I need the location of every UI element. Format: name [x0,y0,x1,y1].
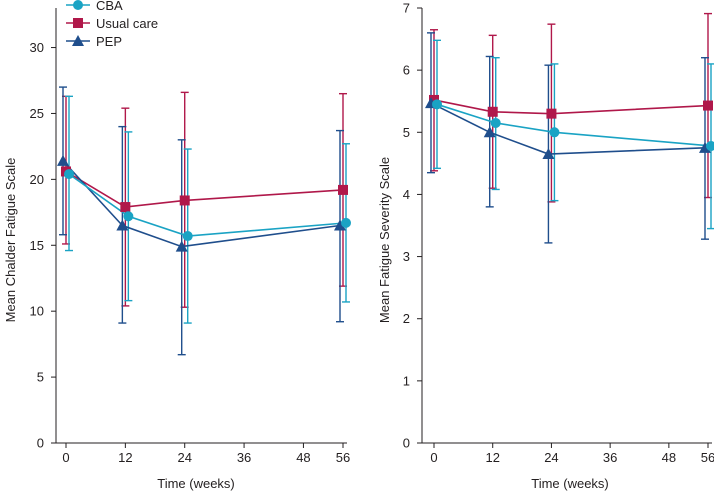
legend-marker-pep [72,35,84,46]
right-y-tick-label: 6 [403,63,410,78]
left-cba-series-line [68,173,347,237]
left-x-tick-label: 0 [62,450,69,465]
right-x-tick-label: 0 [430,450,437,465]
legend-marker-usual [73,18,83,28]
left-usual-point [338,184,348,195]
chalder-fatigue-chart: Time (weeks) Mean Chalder Fatigue Scale … [3,8,351,491]
legend-label-usual-care: Usual care [96,16,158,31]
right-usual-point [546,108,557,119]
legend-label-pep: PEP [96,34,122,49]
right-y-tick-label: 7 [403,1,410,16]
left-usual-point [179,195,190,206]
right-x-tick-label: 48 [662,450,676,465]
right-y-tick-label: 1 [403,373,410,388]
left-cba-point [123,211,134,222]
left-x-tick-label: 56 [336,450,350,465]
left-x-tick-label: 12 [118,450,132,465]
left-pep-series-line [62,160,341,248]
legend: CBA Usual care PEP [66,0,158,49]
left-pep-point [57,154,69,166]
left-usual-series-line [65,170,344,208]
right-y-tick-label: 4 [403,187,410,202]
right-pep-series-line [430,102,706,155]
right-usual-point [429,94,439,105]
right-cba-point [706,140,714,151]
left-y-tick-label: 0 [37,436,44,451]
left-x-tick-label: 24 [177,450,191,465]
right-x-axis-title: Time (weeks) [531,476,609,491]
right-cba-point [432,99,442,110]
right-y-axis-title: Mean Fatigue Severity Scale [377,157,392,323]
right-y-tick-label: 2 [403,311,410,326]
legend-label-cba: CBA [96,0,123,13]
left-x-axis-title: Time (weeks) [157,476,235,491]
right-x-tick-label: 24 [544,450,558,465]
left-cba-point [341,217,351,228]
right-pep-point [699,141,711,153]
right-x-tick-label: 56 [701,450,714,465]
right-usual-series-line [433,99,709,115]
legend-marker-cba [73,0,83,10]
right-cba-series-line [436,103,712,147]
right-y-tick-label: 5 [403,125,410,140]
left-x-tick-label: 48 [296,450,310,465]
left-pep-point [334,219,346,231]
right-usual-point [703,100,713,111]
left-cba-point [64,169,74,180]
left-y-tick-label: 20 [30,172,44,187]
left-cba-point [182,231,193,242]
left-y-axis-title: Mean Chalder Fatigue Scale [3,158,18,323]
right-y-tick-label: 0 [403,436,410,451]
left-y-tick-label: 15 [30,238,44,253]
left-usual-point [120,202,131,213]
right-x-tick-label: 12 [485,450,499,465]
right-usual-point [487,106,498,117]
left-pep-point [116,219,129,231]
left-y-tick-label: 5 [37,370,44,385]
right-x-tick-label: 36 [603,450,617,465]
right-cba-point [490,117,501,128]
left-y-tick-label: 25 [30,106,44,121]
right-y-tick-label: 3 [403,249,410,264]
fatigue-severity-chart: Time (weeks) Mean Fatigue Severity Scale… [377,1,714,491]
left-pep-point [175,240,188,252]
right-pep-point [483,126,496,138]
left-x-tick-label: 36 [237,450,251,465]
left-y-tick-label: 30 [30,40,44,55]
right-cba-point [549,127,560,138]
left-y-tick-label: 10 [30,304,44,319]
right-pep-point [542,148,555,160]
